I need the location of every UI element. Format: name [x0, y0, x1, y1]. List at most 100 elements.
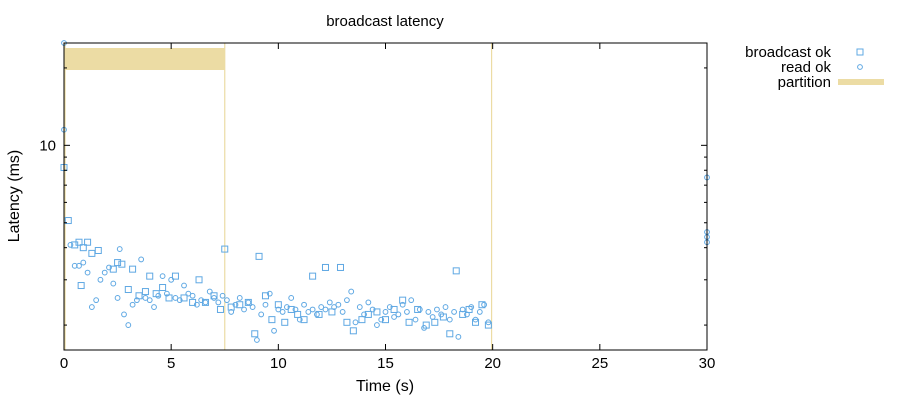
data-point-broadcast [84, 238, 92, 246]
data-point-read [455, 333, 462, 340]
data-point-read [369, 306, 376, 313]
data-point-read [348, 288, 355, 295]
data-point-read [67, 242, 74, 248]
data-point-read [121, 311, 127, 318]
data-point-read [133, 297, 140, 304]
data-point-read [429, 314, 436, 320]
x-tick-label: 0 [60, 355, 68, 372]
x-tick-label: 10 [270, 355, 287, 372]
data-point-broadcast [399, 296, 407, 304]
data-point-read [335, 301, 342, 308]
data-point-read [485, 319, 492, 326]
data-point-read [271, 327, 277, 334]
data-point-read [249, 304, 256, 310]
data-point-read [114, 295, 121, 301]
data-point-read [404, 309, 410, 315]
legend-label: broadcast ok [745, 44, 831, 61]
data-point-read [442, 304, 449, 310]
data-point-read [395, 311, 402, 318]
data-point-read [163, 290, 170, 297]
data-point-read [451, 309, 457, 315]
data-point-broadcast [236, 301, 244, 309]
data-point-broadcast [64, 217, 72, 225]
data-point-read [459, 306, 466, 313]
data-point-broadcast [79, 244, 87, 252]
data-point-read [326, 299, 333, 306]
data-point-read [399, 301, 406, 308]
data-point-broadcast [472, 318, 480, 326]
data-point-read [125, 322, 132, 328]
data-point-read [211, 295, 217, 301]
data-point-read [284, 304, 290, 310]
data-point-read [88, 304, 95, 310]
data-point-read [275, 306, 282, 313]
data-point-read [106, 264, 112, 271]
data-point-read [446, 316, 453, 323]
data-point-broadcast [94, 246, 102, 254]
partition-band [65, 48, 225, 70]
data-point-read [421, 325, 427, 331]
data-point-broadcast [244, 298, 252, 306]
data-point-broadcast [309, 272, 317, 280]
x-tick-label: 20 [484, 355, 501, 372]
data-point-read [374, 322, 380, 328]
data-point-read [129, 301, 136, 308]
legend-swatch-partition [838, 79, 884, 85]
data-point-read [245, 299, 252, 306]
legend-label: read ok [781, 59, 832, 76]
data-point-read [279, 309, 286, 315]
data-point-read [356, 304, 363, 310]
data-point-broadcast [146, 272, 154, 280]
data-point-broadcast [405, 318, 413, 326]
plot-frame [63, 42, 708, 351]
data-point-broadcast [77, 282, 85, 290]
data-point-broadcast [129, 265, 137, 273]
data-point-read [292, 306, 299, 313]
data-point-broadcast [364, 310, 372, 318]
data-point-read [416, 306, 423, 313]
data-point-read [464, 311, 470, 318]
data-point-read [219, 292, 226, 299]
data-point-broadcast [124, 286, 132, 294]
data-point-broadcast [414, 305, 422, 313]
data-point-read [116, 246, 123, 252]
data-point-read [80, 259, 87, 266]
data-point-broadcast [118, 260, 126, 268]
legend-swatch-read [857, 64, 863, 70]
data-point-read [331, 304, 337, 310]
data-point-read [296, 316, 303, 323]
data-point-read [101, 269, 108, 276]
data-point-read [262, 301, 269, 308]
data-point-read [193, 301, 200, 308]
data-point-read [322, 306, 329, 313]
data-point-read [198, 297, 205, 304]
data-point-read [84, 269, 91, 276]
data-point-broadcast [195, 276, 203, 284]
data-point-broadcast [274, 301, 282, 309]
data-point-broadcast [159, 284, 167, 292]
data-point-broadcast [171, 272, 179, 280]
y-tick-label: 10 [39, 137, 56, 154]
data-point-read [314, 311, 320, 318]
data-point-broadcast [452, 267, 460, 275]
data-point-broadcast [349, 327, 357, 335]
data-point-broadcast [281, 318, 289, 326]
data-point-read [215, 299, 222, 306]
data-point-broadcast [75, 238, 83, 246]
data-point-broadcast [300, 316, 308, 324]
data-point-read [378, 316, 385, 323]
data-point-read [344, 297, 350, 304]
data-point-read [305, 309, 312, 315]
data-point-read [361, 311, 367, 318]
data-point-read [438, 311, 445, 318]
data-point-read [386, 304, 393, 310]
y-axis-label: Latency (ms) [6, 150, 23, 242]
data-point-read [223, 297, 230, 304]
data-point-broadcast [431, 318, 439, 326]
data-point-read [172, 295, 179, 301]
data-point-broadcast [216, 305, 224, 313]
data-point-read [301, 301, 307, 308]
data-point-broadcast [336, 263, 344, 271]
chart-title: broadcast latency [326, 13, 444, 30]
